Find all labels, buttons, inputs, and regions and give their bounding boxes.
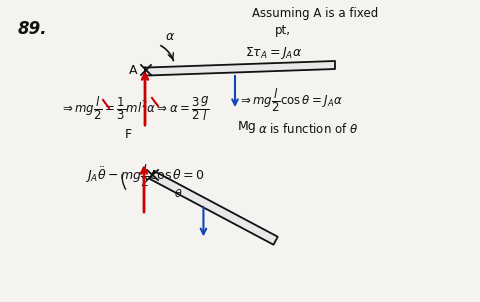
Text: pt,: pt, [275, 24, 291, 37]
Text: F: F [125, 128, 132, 141]
Text: $\theta$: $\theta$ [174, 187, 182, 199]
Text: Assuming A is a fixed: Assuming A is a fixed [252, 7, 378, 20]
Text: $\Rightarrow mg\dfrac{l}{2}\cos\theta = J_A\alpha$: $\Rightarrow mg\dfrac{l}{2}\cos\theta = … [238, 87, 343, 114]
Text: A: A [129, 63, 137, 76]
Text: $J_A\ddot{\theta} - mg\dfrac{l}{2}\cos\theta = 0$: $J_A\ddot{\theta} - mg\dfrac{l}{2}\cos\t… [85, 162, 205, 189]
Polygon shape [150, 171, 278, 245]
Text: $\alpha$ is function of $\theta$: $\alpha$ is function of $\theta$ [258, 122, 359, 136]
Text: $\Sigma\tau_A = J_A\alpha$: $\Sigma\tau_A = J_A\alpha$ [245, 45, 302, 61]
Text: Mg: Mg [238, 120, 257, 133]
Polygon shape [145, 61, 335, 76]
Text: 89.: 89. [18, 20, 48, 38]
Text: $\Rightarrow mg\dfrac{l}{2} = \dfrac{1}{3}ml^2\alpha \Rightarrow \alpha = \dfrac: $\Rightarrow mg\dfrac{l}{2} = \dfrac{1}{… [60, 95, 210, 123]
Text: $\alpha$: $\alpha$ [165, 30, 175, 43]
